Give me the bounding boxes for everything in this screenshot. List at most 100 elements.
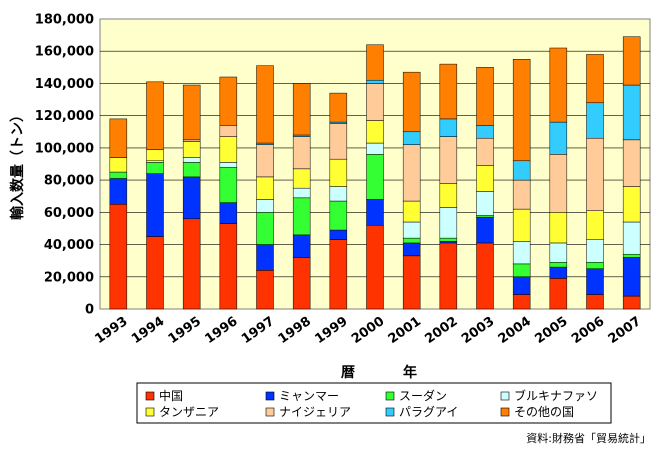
bar-segment xyxy=(219,223,238,310)
bar-segment xyxy=(219,202,238,224)
x-tick-label: 1998 xyxy=(276,314,314,347)
bar-segment xyxy=(256,199,274,213)
bar-segment xyxy=(182,141,201,158)
bar-segment xyxy=(182,218,201,310)
legend-swatch xyxy=(500,391,510,401)
bar-segment xyxy=(622,186,641,223)
y-tick-label: 160,000 xyxy=(35,45,94,60)
bar-segment xyxy=(256,270,274,310)
bar-segment xyxy=(329,123,348,160)
x-tick-label: 2005 xyxy=(532,314,570,347)
legend-swatch xyxy=(385,391,395,401)
bar-segment xyxy=(512,160,531,181)
y-tick-label: 180,000 xyxy=(35,13,94,28)
bar-segment xyxy=(256,212,274,245)
y-tick-label: 100,000 xyxy=(35,141,94,156)
bar-segment xyxy=(549,121,568,155)
bar-segment xyxy=(402,237,421,244)
x-tick-label: 2000 xyxy=(349,314,387,347)
bar-segment xyxy=(439,183,458,208)
bar-segment xyxy=(549,266,568,279)
bar-segment xyxy=(182,84,201,141)
bar-segment xyxy=(366,199,384,226)
bar-segment xyxy=(586,102,604,139)
bar-segment xyxy=(476,137,494,166)
bar-segment xyxy=(366,79,384,84)
bar-segment xyxy=(402,71,421,133)
bar-segment xyxy=(366,83,384,121)
bar-segment xyxy=(476,125,494,139)
legend-swatch xyxy=(145,407,155,417)
bar-segment xyxy=(586,54,604,104)
bar-segment xyxy=(622,295,641,310)
bar-segment xyxy=(512,294,531,310)
bar-segment xyxy=(109,204,128,310)
y-tick-label: 0 xyxy=(85,303,94,318)
x-tick-labels: 1993199419951996199719981999200020012002… xyxy=(92,314,644,347)
bar-segment xyxy=(109,118,128,158)
bar-segment xyxy=(329,186,348,202)
bar-segment xyxy=(549,47,568,123)
legend-swatch xyxy=(265,407,275,417)
bar-segment xyxy=(402,144,421,202)
x-tick-label: 2006 xyxy=(569,314,607,347)
legend-label: タンザニア xyxy=(159,405,219,419)
bar-segment xyxy=(549,212,568,244)
x-tick-label: 1997 xyxy=(239,314,277,347)
legend-label: パラグアイ xyxy=(399,405,458,419)
bar-segment xyxy=(256,244,274,271)
bar-segment xyxy=(549,242,568,263)
bar-segment xyxy=(182,162,201,178)
x-tick-label: 1993 xyxy=(92,314,130,347)
bar-segment xyxy=(256,176,274,200)
bar-segment xyxy=(292,234,311,258)
bar-segment xyxy=(512,263,531,278)
bar-segment xyxy=(109,178,128,205)
bar-segment xyxy=(512,59,531,162)
bar-segment xyxy=(146,81,164,150)
x-tick-label: 1994 xyxy=(129,314,167,347)
bar-segment xyxy=(549,278,568,310)
bar-segment xyxy=(182,157,201,163)
bar-segment xyxy=(439,136,458,184)
legend-swatch xyxy=(145,391,155,401)
bar-segment xyxy=(219,162,238,168)
bar-segment xyxy=(292,136,311,170)
bar-segment xyxy=(366,142,384,155)
y-tick-label: 40,000 xyxy=(44,238,94,253)
bar-segment xyxy=(586,294,604,310)
bar-segment xyxy=(476,67,494,126)
bar-segment xyxy=(549,154,568,213)
x-axis-title-right: 年 xyxy=(403,364,417,381)
bar-stacks xyxy=(109,36,641,310)
bar-segment xyxy=(439,63,458,120)
bar-segment xyxy=(586,210,604,240)
x-tick-label: 2001 xyxy=(386,314,424,347)
bar-segment xyxy=(366,120,384,144)
bar-segment xyxy=(146,162,164,174)
bar-segment xyxy=(439,242,458,310)
legend-swatch xyxy=(265,391,275,401)
bar-segment xyxy=(622,257,641,297)
legend-swatch xyxy=(500,407,510,417)
bar-segment xyxy=(292,83,311,136)
bar-segment xyxy=(109,171,128,179)
bar-segment xyxy=(512,276,531,295)
y-tick-label: 120,000 xyxy=(35,109,94,124)
bar-segment xyxy=(402,131,421,145)
bar-segment xyxy=(146,149,164,162)
bar-segment xyxy=(439,237,458,242)
bar-segment xyxy=(586,137,604,211)
legend-label: ミャンマー xyxy=(279,389,339,403)
bar-segment xyxy=(622,84,641,141)
bar-segment xyxy=(146,173,164,237)
bar-segment xyxy=(109,157,128,173)
bar-segment xyxy=(476,216,494,244)
x-tick-label: 1996 xyxy=(202,314,240,347)
y-axis-title: 輸入数量（トン） xyxy=(9,108,26,220)
bar-segment xyxy=(586,239,604,263)
bar-segment xyxy=(512,241,531,265)
bar-segment xyxy=(219,76,238,126)
legend-label: スーダン xyxy=(399,388,447,403)
